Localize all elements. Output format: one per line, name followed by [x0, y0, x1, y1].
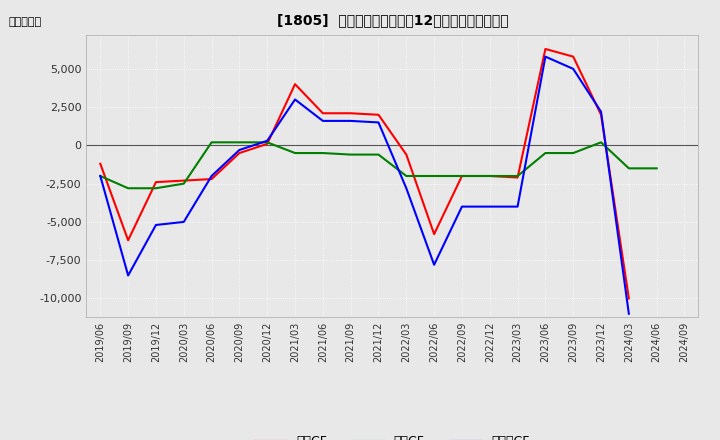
投賄CF [96, 173, 104, 179]
営業CF [569, 54, 577, 59]
Line: 投賄CF: 投賄CF [100, 142, 657, 188]
フリーCF [513, 204, 522, 209]
営業CF [458, 173, 467, 179]
投賄CF [402, 173, 410, 179]
営業CF [513, 175, 522, 180]
投賄CF [624, 166, 633, 171]
フリーCF [624, 311, 633, 316]
フリーCF [291, 97, 300, 102]
フリーCF [597, 109, 606, 114]
フリーCF [179, 219, 188, 224]
投賄CF [124, 186, 132, 191]
投賄CF [597, 139, 606, 145]
営業CF [152, 180, 161, 185]
営業CF [624, 296, 633, 301]
フリーCF [318, 118, 327, 124]
投賄CF [235, 139, 243, 145]
フリーCF [485, 204, 494, 209]
フリーCF [207, 173, 216, 179]
Line: 営業CF: 営業CF [100, 49, 629, 298]
営業CF [124, 238, 132, 243]
フリーCF [569, 66, 577, 72]
営業CF [291, 81, 300, 87]
営業CF [318, 110, 327, 116]
営業CF [374, 112, 383, 117]
投賄CF [263, 139, 271, 145]
投賄CF [569, 150, 577, 156]
フリーCF [346, 118, 355, 124]
投賄CF [652, 166, 661, 171]
投賄CF [513, 173, 522, 179]
営業CF [430, 231, 438, 237]
投賄CF [152, 186, 161, 191]
投賄CF [430, 173, 438, 179]
フリーCF [152, 222, 161, 227]
フリーCF [374, 120, 383, 125]
フリーCF [263, 138, 271, 143]
投賄CF [485, 173, 494, 179]
フリーCF [235, 147, 243, 153]
営業CF [96, 161, 104, 166]
投賄CF [374, 152, 383, 157]
投賄CF [291, 150, 300, 156]
投賄CF [179, 181, 188, 186]
フリーCF [402, 186, 410, 191]
営業CF [402, 152, 410, 157]
投賄CF [458, 173, 467, 179]
フリーCF [124, 273, 132, 278]
営業CF [263, 141, 271, 147]
投賄CF [318, 150, 327, 156]
営業CF [179, 178, 188, 183]
営業CF [346, 110, 355, 116]
投賄CF [346, 152, 355, 157]
投賄CF [207, 139, 216, 145]
フリーCF [458, 204, 467, 209]
営業CF [207, 176, 216, 182]
フリーCF [96, 173, 104, 179]
営業CF [235, 150, 243, 156]
Legend: 営業CF, 投賄CF, フリーCF: 営業CF, 投賄CF, フリーCF [251, 430, 534, 440]
Line: フリーCF: フリーCF [100, 57, 629, 314]
フリーCF [541, 54, 550, 59]
Y-axis label: （百万円）: （百万円） [9, 17, 42, 27]
フリーCF [430, 262, 438, 268]
Title: [1805]  キャッシュフローの12か月移動合計の推移: [1805] キャッシュフローの12か月移動合計の推移 [276, 13, 508, 27]
営業CF [485, 173, 494, 179]
営業CF [541, 46, 550, 51]
営業CF [597, 112, 606, 117]
投賄CF [541, 150, 550, 156]
